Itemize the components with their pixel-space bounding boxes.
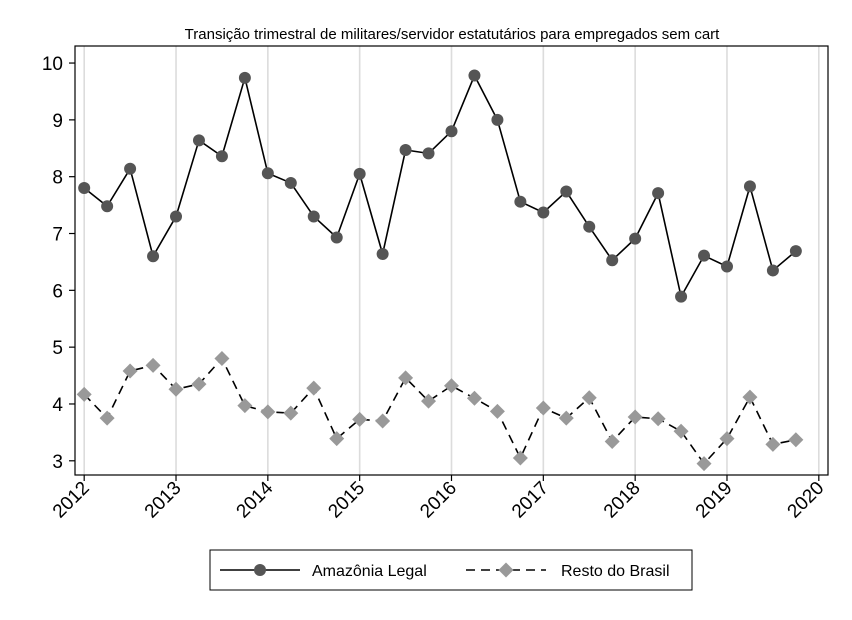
series-1-point-11 [330,231,343,244]
series-1-point-16 [445,125,458,138]
series-2-point-18 [489,403,505,419]
y-tick-label-4: 4 [52,395,63,416]
x-tick-label-2013: 2013 [141,478,186,523]
legend-item-2: Resto do Brasil [466,562,670,580]
series-1-point-3 [147,250,160,263]
series-1-point-27 [698,249,711,262]
legend-marker-2 [498,562,514,578]
series-1-point-19 [514,195,527,208]
series-1-point-17 [468,69,481,82]
series-1-point-9 [284,176,297,189]
series-2-point-4 [168,381,184,397]
y-tick-label-7: 7 [52,225,63,246]
series-1-point-29 [743,180,756,193]
series-1-point-24 [629,232,642,245]
series-2-point-13 [375,413,391,429]
series-2-point-0 [76,386,92,402]
x-tick-label-2015: 2015 [324,478,369,523]
x-axis: 2012 2013 2014 2015 2016 2017 2018 2019 2020 [49,475,828,522]
x-tick-label-2017: 2017 [508,478,553,523]
series-2-point-25 [650,411,666,427]
chart-title: Transição trimestral de militares/servid… [185,26,720,43]
series-1-point-10 [307,210,320,223]
legend: Amazônia Legal Resto do Brasil [209,549,693,591]
x-tick-label-2016: 2016 [416,478,461,523]
series-2-point-9 [283,405,299,421]
series-2-point-24 [627,409,643,425]
series-1-line [83,74,797,298]
series-1-point-6 [215,150,228,163]
series-2-line [83,357,797,465]
series-2-point-20 [535,400,551,416]
series-1-point-4 [170,210,183,223]
series-1-point-28 [720,260,733,273]
y-tick-label-8: 8 [52,168,63,189]
series-2-point-23 [604,433,620,449]
series-1-point-22 [583,220,596,233]
series-1-point-25 [652,187,665,200]
series-2-point-6 [214,351,230,367]
legend-marker-1 [254,564,266,576]
x-tick-label-2020: 2020 [784,478,829,523]
series-1-point-18 [491,113,504,126]
series-1-point-1 [101,200,114,213]
series-2-point-5 [191,376,207,392]
series-2-point-8 [260,404,276,420]
series-2-point-22 [581,390,597,406]
series-1-point-30 [766,264,779,277]
y-tick-label-5: 5 [52,338,63,359]
y-tick-label-3: 3 [52,452,63,473]
y-tick-label-9: 9 [52,111,63,132]
series-2-point-26 [673,423,689,439]
x-tick-label-2019: 2019 [692,478,737,523]
legend-items: Amazônia Legal Resto do Brasil [220,562,670,580]
series-2-point-30 [765,436,781,452]
series-1-point-5 [192,134,205,147]
series-2-point-31 [788,432,804,448]
series-1-point-26 [675,290,688,303]
series-2-point-14 [398,370,414,386]
x-tick-label-2014: 2014 [233,477,278,522]
series-2-point-3 [145,357,161,373]
series-2 [76,351,804,472]
legend-label-1: Amazônia Legal [312,563,427,580]
series-1-point-0 [78,182,91,195]
legend-item-1: Amazônia Legal [220,563,427,580]
series-2-point-29 [742,389,758,405]
series-2-point-27 [696,456,712,472]
series-1-point-20 [537,206,550,219]
x-tick-label-2012: 2012 [49,478,94,523]
series-1 [78,69,802,303]
series-1-point-8 [261,167,274,180]
x-tick-label-2018: 2018 [600,478,645,523]
y-axis: 3 4 5 6 7 8 9 10 [42,54,75,473]
series-2-point-19 [512,450,528,466]
series-1-point-12 [353,167,366,180]
series-2-point-1 [99,410,115,426]
series-2-point-16 [444,378,459,394]
series-2-point-11 [329,431,345,447]
series-1-point-7 [238,71,251,84]
series-1-point-2 [124,162,137,175]
series-2-point-7 [237,398,253,414]
series-1-point-31 [789,245,802,258]
series-2-point-15 [421,393,437,409]
series-2-point-21 [558,410,574,426]
series-2-point-10 [306,380,322,396]
series-1-point-14 [399,143,412,156]
series-1-point-23 [606,254,619,267]
series-1-point-15 [422,147,435,160]
series-1-point-21 [560,185,573,198]
y-tick-label-6: 6 [52,281,63,302]
series-1-point-13 [376,247,389,260]
grid-lines [83,46,820,475]
series-2-point-12 [352,411,368,427]
legend-label-2: Resto do Brasil [561,563,670,580]
series-2-point-28 [719,431,735,447]
series-2-point-17 [466,390,482,406]
series-layer [76,69,804,472]
series-2-point-2 [122,363,138,379]
y-tick-label-10: 10 [42,54,63,75]
